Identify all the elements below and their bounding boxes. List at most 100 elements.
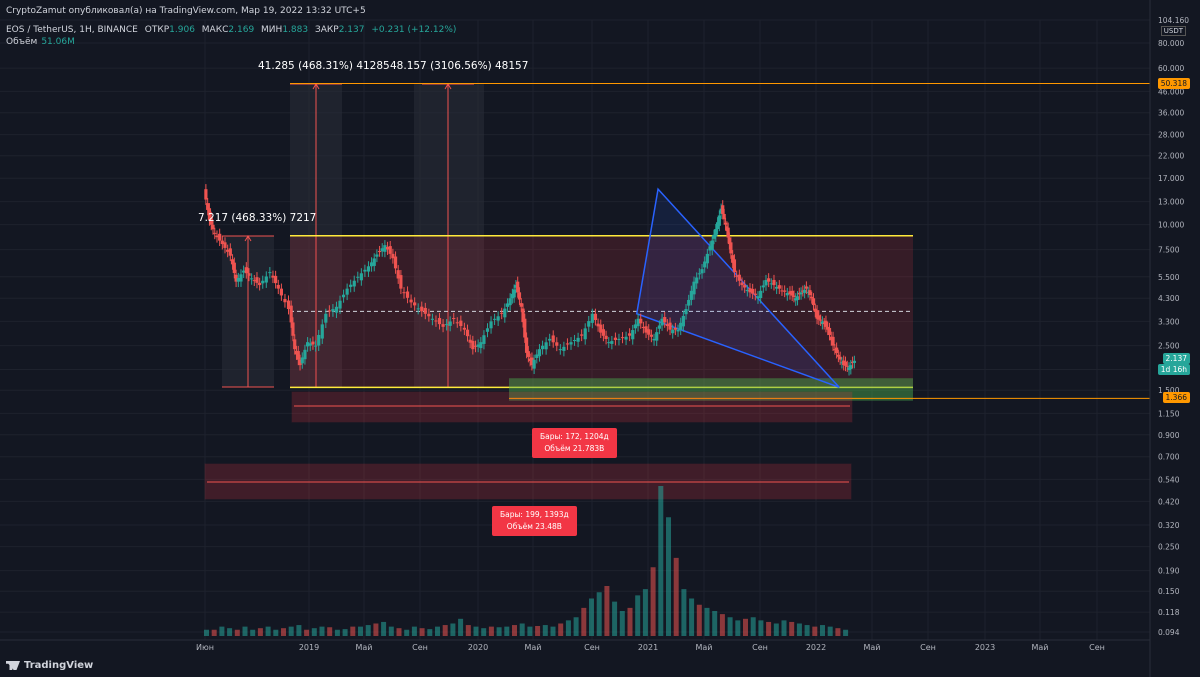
volume-bar [650, 567, 656, 636]
candle-body [448, 321, 452, 326]
tradingview-logo-icon [6, 661, 20, 670]
volume-bar [827, 626, 833, 636]
candle-body [726, 227, 730, 238]
candle-body [671, 329, 675, 334]
candle-body [740, 282, 744, 286]
volume-bar [358, 626, 363, 636]
candle-body [363, 269, 367, 272]
candle-body [516, 281, 520, 293]
volume-bar [550, 626, 556, 636]
volume-bar [542, 625, 548, 636]
candle-body [455, 322, 459, 324]
upper-price-tag: 50.318 [1157, 78, 1190, 89]
candle-body [845, 365, 849, 367]
candle-body [555, 342, 559, 346]
candle-body [633, 324, 637, 329]
volume-bar [627, 607, 633, 636]
candle-body [399, 275, 403, 289]
candle-body [799, 292, 803, 295]
candle-body [300, 357, 304, 364]
candle-body [624, 336, 628, 340]
volume-bar [804, 625, 810, 636]
volume-bar [204, 629, 209, 636]
candle-body [836, 354, 840, 357]
currency-badge[interactable]: USDT [1160, 26, 1186, 36]
volume-bar [504, 626, 510, 636]
volume-bars [204, 486, 849, 636]
x-tick-label: Сен [412, 643, 428, 652]
candle-body [207, 208, 212, 221]
candle-body [849, 365, 853, 370]
candle-body [777, 285, 781, 289]
candle-body [727, 237, 731, 245]
candle-body [806, 291, 810, 293]
candle-body [476, 344, 480, 347]
candle-body [655, 332, 659, 341]
candle-body [700, 269, 704, 274]
candle-body [213, 232, 217, 234]
high-label: МАКС [201, 25, 229, 35]
symbol-name[interactable]: EOS / TetherUS, 1Н, BINANCE [6, 25, 138, 35]
candle-body [607, 342, 611, 344]
candle-body [352, 280, 356, 287]
candle-body [775, 286, 779, 289]
candle-body [604, 335, 608, 339]
candle-body [644, 326, 648, 333]
candle-body [445, 324, 449, 326]
candle-body [737, 274, 741, 281]
candle-body [255, 277, 259, 283]
candle-body [831, 336, 835, 346]
candle-body [471, 340, 475, 350]
volume-bar [535, 626, 541, 636]
candle-body [835, 347, 839, 354]
candle-body [535, 354, 539, 359]
candle-body [345, 288, 349, 295]
volume-bar [689, 598, 695, 636]
candle-body [268, 272, 272, 274]
volume-bar [350, 626, 356, 636]
candle-body [847, 367, 851, 371]
volume-bar [219, 626, 225, 636]
volume-bar [596, 592, 602, 636]
y-tick-label: 46.000 [1158, 87, 1184, 96]
candle-body [393, 256, 398, 269]
candle-body [544, 342, 548, 350]
volume-bar [666, 517, 671, 636]
candle-body [521, 308, 525, 323]
candle-body [743, 285, 747, 288]
volume-bar [589, 598, 594, 636]
candle-body [528, 358, 532, 362]
volume-bar [750, 617, 756, 636]
candle-body [532, 359, 536, 369]
y-tick-label: 4.300 [1158, 294, 1180, 303]
candle-body [359, 273, 363, 281]
candle-body [372, 258, 376, 266]
y-tick-label: 0.420 [1158, 497, 1180, 506]
candle-body [320, 324, 324, 339]
publisher-line: CryptoZamut опубликовал(а) на TradingVie… [6, 6, 366, 16]
candle-body [427, 313, 431, 317]
candle-body [761, 285, 765, 288]
volume-bar [435, 626, 440, 636]
y-tick-label: 13.000 [1158, 198, 1184, 207]
volume-bar [735, 620, 741, 636]
candle-body [647, 329, 651, 335]
candle-body [748, 288, 752, 293]
candle-body [652, 338, 656, 341]
y-tick-label: 60.000 [1158, 64, 1184, 73]
volume-bar [442, 625, 448, 636]
candle-body [296, 351, 300, 360]
y-tick-label: 0.190 [1158, 567, 1180, 576]
candle-body [524, 337, 529, 353]
volume-bar [465, 625, 471, 636]
candle-body [587, 321, 591, 327]
y-tick-label: 80.000 [1158, 39, 1184, 48]
candle-body [416, 308, 420, 310]
y-tick-label: 1.150 [1158, 409, 1180, 418]
volume-bar [758, 620, 764, 636]
y-tick-label: 0.118 [1158, 608, 1180, 617]
candle-body [723, 222, 728, 225]
candle-body [649, 334, 653, 337]
low-label: МИН [261, 25, 283, 35]
